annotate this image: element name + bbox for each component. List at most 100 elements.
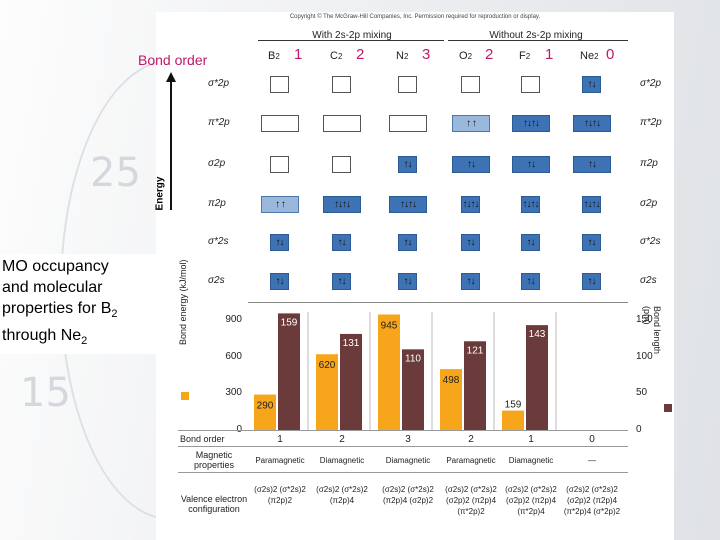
right-axis-tick-label: 150 — [636, 314, 653, 325]
orbital-box — [270, 156, 289, 173]
orbital-box — [261, 115, 299, 132]
right-axis-tick-label: 0 — [636, 424, 642, 435]
bond-order-value: 3 — [422, 46, 431, 63]
orbital-box: ↑↓↑↓ — [582, 196, 601, 213]
caption-line: properties for B2 — [2, 300, 118, 321]
orbital-box: ↑↓ — [461, 273, 480, 290]
molecule-label: N2 — [396, 50, 409, 62]
orbital-box: ↑↓↑↓ — [512, 115, 550, 132]
energy-arrow-icon — [166, 72, 176, 82]
orbital-box: ↑↓↑↓ — [461, 196, 480, 213]
bond-order-cell: 2 — [468, 434, 474, 445]
orbital-box: ↑↓ — [582, 273, 601, 290]
caption-line: and molecular — [2, 279, 103, 296]
bond-energy-bar — [378, 314, 400, 430]
molecule-label: O2 — [459, 50, 473, 62]
bond-order-value: 1 — [294, 46, 303, 63]
bond-energy-axis-label: Bond energy (kJ/mol) — [178, 259, 188, 345]
section-divider — [248, 302, 628, 303]
valence-config-line: (σ2p)2 (π2p)4 — [445, 496, 497, 505]
valence-config-line: (π2p)2 — [267, 496, 293, 505]
bond-order-cell: 1 — [528, 434, 534, 445]
orbital-box: ↑↓ — [461, 234, 480, 251]
with-mixing-rule — [258, 40, 444, 41]
orbital-label-right: π2p — [640, 158, 658, 169]
bond-energy-bar — [440, 369, 462, 430]
orbital-box — [398, 76, 417, 93]
orbital-box: ↑↓↑↓ — [389, 196, 427, 213]
bond-order-value: 0 — [606, 46, 615, 63]
bond-length-data-label: 131 — [343, 338, 360, 349]
orbital-box: ↑↓ — [521, 234, 540, 251]
bond-energy-data-label: 290 — [257, 401, 274, 412]
bond-length-data-label: 159 — [281, 317, 298, 328]
magnetic-cell: Diamagnetic — [385, 456, 431, 465]
bond-length-bar — [526, 325, 548, 430]
orbital-box — [323, 115, 361, 132]
valence-config-line: (π*2p)4 (σ*2p)2 — [563, 507, 621, 516]
orbital-box — [270, 76, 289, 93]
left-axis-tick-label: 600 — [225, 350, 242, 362]
left-axis-tick-label: 900 — [225, 314, 242, 325]
orbital-box: ↑↓ — [573, 156, 611, 173]
orbital-box — [461, 76, 480, 93]
valence-row-label: Valence electron configuration — [180, 494, 248, 514]
valence-config-line: (σ2s)2 (σ*2s)2 — [505, 485, 557, 494]
orbital-box: ↑↓ — [521, 273, 540, 290]
without-mixing-heading: Without 2s-2p mixing — [489, 30, 583, 41]
with-mixing-heading: With 2s-2p mixing — [312, 30, 392, 41]
valence-config-cell: (σ2s)2 (σ*2s)2 (π2p)4 — [310, 484, 374, 506]
orbital-box — [332, 76, 351, 93]
magnetic-cell: Paramagnetic — [255, 456, 305, 465]
orbital-label-right: σ2p — [640, 198, 658, 209]
orbital-label-left: σ2s — [208, 275, 225, 286]
orbital-label-right: σ2s — [640, 275, 657, 286]
magnetic-cell: — — [588, 456, 596, 465]
valence-config-line: (π2p)4 (σ2p)2 — [382, 496, 434, 505]
valence-config-line: (σ2p)2 (π2p)4 — [566, 496, 618, 505]
valence-config-line: (π*2p)4 — [517, 507, 545, 516]
orbital-box: ↑↓ — [332, 234, 351, 251]
bond-energy-data-label: 159 — [505, 400, 522, 411]
left-axis-tick-label: 0 — [214, 424, 242, 435]
orbital-label-left: σ2p — [208, 158, 226, 169]
without-mixing-rule — [448, 40, 628, 41]
orbital-box: ↑ ↑ — [261, 196, 299, 213]
bond-length-data-label: 110 — [405, 353, 421, 364]
orbital-box: ↑↓ — [398, 156, 417, 173]
right-axis-tick-label: 100 — [636, 350, 653, 362]
valence-config-line: (π*2p)2 — [457, 507, 485, 516]
magnetic-row-label: Magnetic properties — [193, 450, 235, 470]
molecule-label: C2 — [330, 50, 343, 62]
valence-config-line: (σ2s)2 (σ*2s)2 — [316, 485, 368, 494]
molecule-label: B2 — [268, 50, 280, 62]
orbital-box: ↑↓↑↓ — [573, 115, 611, 132]
bond-length-bar — [464, 341, 486, 430]
magnetic-cell: Diamagnetic — [319, 456, 365, 465]
valence-config-cell: (σ2s)2 (σ*2s)2 (π2p)4 (σ2p)2 — [376, 484, 440, 506]
orbital-box: ↑↓↑↓ — [521, 196, 540, 213]
bond-order-value: 1 — [545, 46, 554, 63]
magnetic-cell: Diamagnetic — [508, 456, 554, 465]
molecule-label: F2 — [519, 50, 531, 62]
bond-energy-bar — [254, 394, 276, 430]
orbital-box: ↑ ↑ — [452, 115, 490, 132]
bond-energy-swatch — [181, 392, 189, 400]
orbital-label-left: π*2p — [208, 117, 230, 128]
bond-energy-data-label: 620 — [319, 360, 336, 371]
orbital-box: ↑↓↑↓ — [323, 196, 361, 213]
bond-energy-data-label: 498 — [443, 375, 460, 386]
orbital-box — [389, 115, 427, 132]
orbital-box: ↑↓ — [512, 156, 550, 173]
orbital-box: ↑↓ — [398, 273, 417, 290]
bond-energy-bar — [316, 354, 338, 430]
orbital-label-right: σ*2p — [640, 78, 662, 89]
valence-config-cell: (σ2s)2 (σ*2s)2 (σ2p)2 (π2p)4 (π*2p)2 — [439, 484, 503, 517]
valence-config-line: (π2p)4 — [329, 496, 355, 505]
bond-order-value: 2 — [356, 46, 365, 63]
bond-length-bar — [402, 349, 424, 430]
valence-config-cell: (σ2s)2 (σ*2s)2 (σ2p)2 (π2p)4 (π*2p)4 — [499, 484, 563, 517]
bond-energy-bar — [502, 410, 524, 430]
orbital-box: ↑↓ — [332, 273, 351, 290]
background-digits: 15 — [20, 370, 71, 416]
